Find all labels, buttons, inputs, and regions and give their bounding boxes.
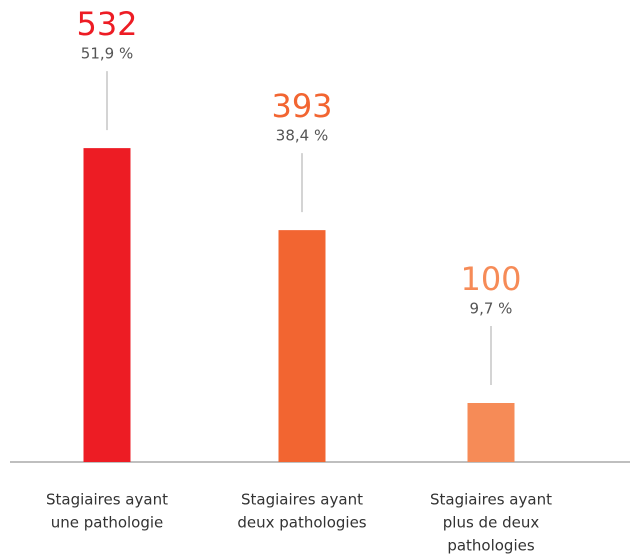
share-label: 9,7 % bbox=[470, 300, 513, 318]
category-label: une pathologie bbox=[51, 514, 164, 532]
bar bbox=[83, 148, 131, 462]
share-label: 38,4 % bbox=[276, 127, 328, 145]
value-label: 532 bbox=[76, 5, 137, 43]
bar bbox=[278, 230, 326, 462]
share-label: 51,9 % bbox=[81, 45, 133, 63]
category-label: Stagiaires ayant bbox=[46, 491, 168, 509]
category-label: pathologies bbox=[447, 537, 535, 555]
bar bbox=[467, 403, 515, 462]
value-label: 393 bbox=[271, 87, 332, 125]
category-label: Stagiaires ayant bbox=[430, 491, 552, 509]
value-label: 100 bbox=[460, 260, 521, 298]
category-label: Stagiaires ayant bbox=[241, 491, 363, 509]
category-label: deux pathologies bbox=[237, 514, 366, 532]
category-label: plus de deux bbox=[443, 514, 540, 532]
